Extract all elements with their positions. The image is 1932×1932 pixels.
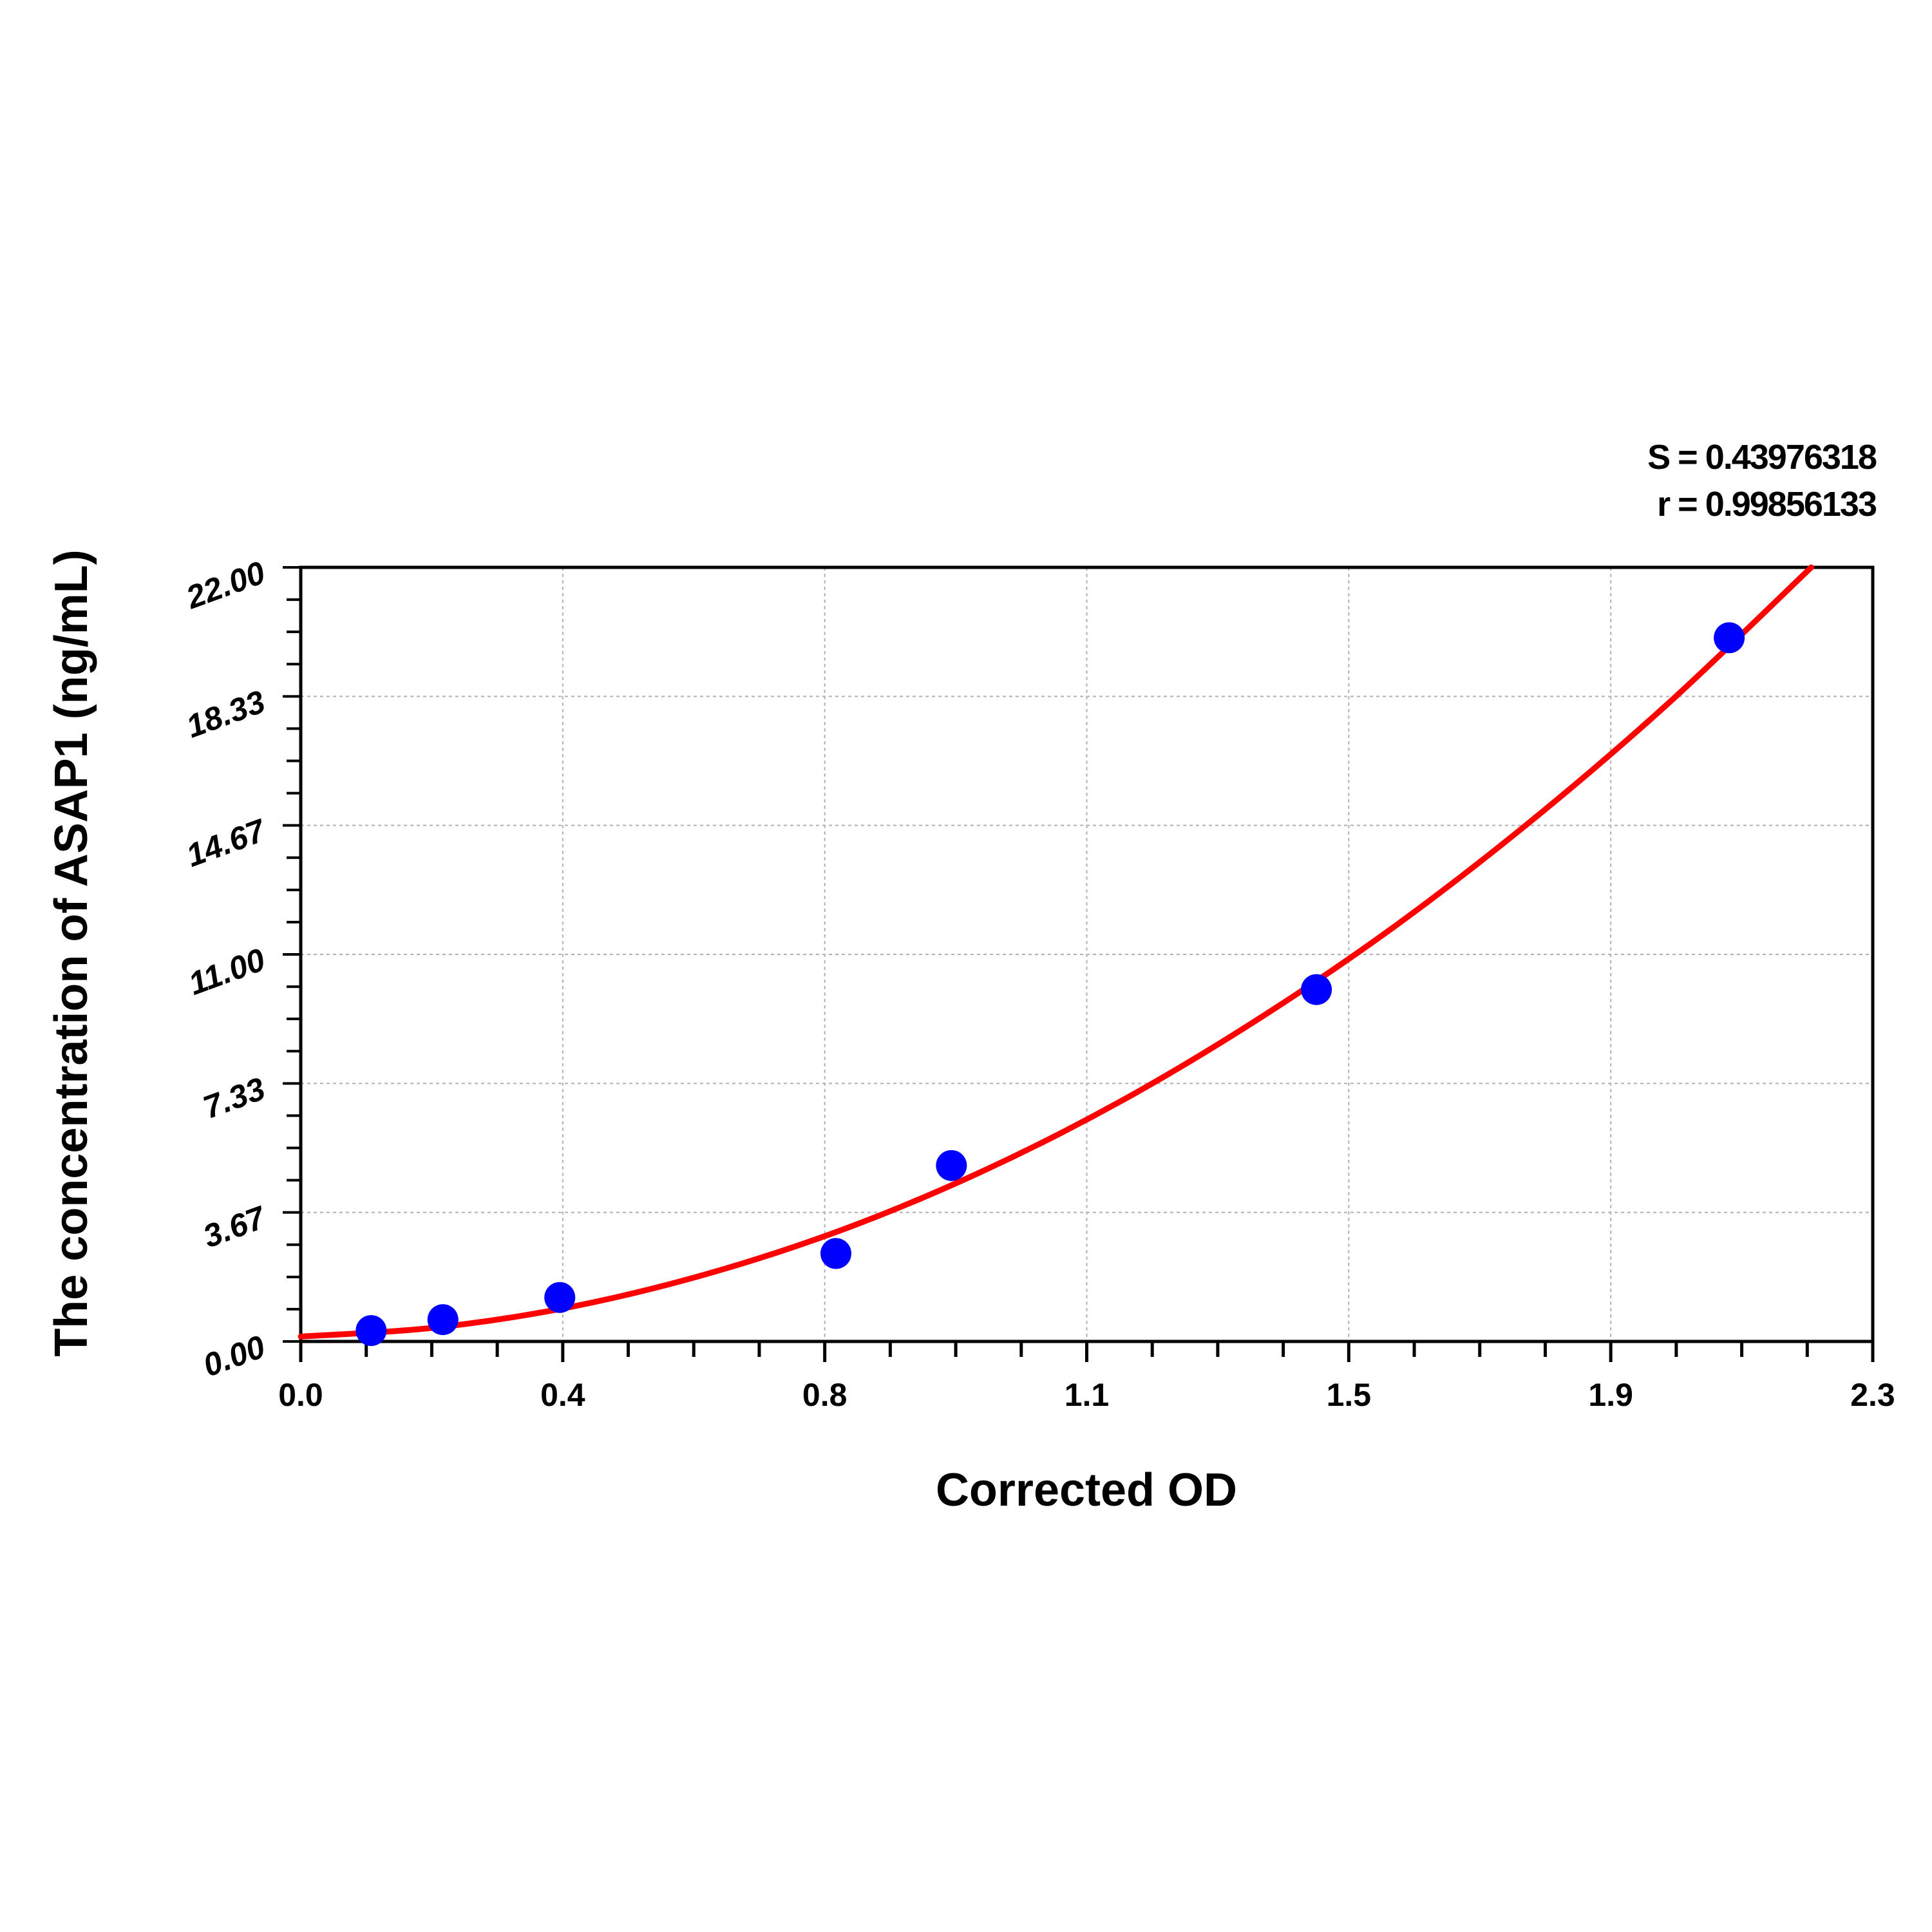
data-point (427, 1304, 459, 1336)
y-axis-title: The concentration of ASAP1 (ng/mL) (46, 549, 97, 1356)
data-point (544, 1282, 576, 1313)
data-point (1301, 974, 1332, 1005)
x-axis-title: Corrected OD (936, 1464, 1237, 1516)
x-tick-label: 2.3 (1850, 1377, 1895, 1413)
data-point (820, 1238, 852, 1269)
x-tick-label: 1.9 (1588, 1377, 1633, 1413)
x-tick-label: 0.4 (540, 1377, 585, 1413)
data-point (936, 1150, 967, 1181)
stat-r: r = 0.99856133 (1657, 485, 1877, 524)
x-tick-label: 0.8 (802, 1377, 848, 1413)
grid (301, 567, 1873, 1341)
data-points (355, 622, 1745, 1347)
fit-curve-line (298, 564, 1814, 1340)
data-point (355, 1315, 387, 1347)
x-tick-label: 1.5 (1327, 1377, 1372, 1413)
data-point (1714, 622, 1745, 654)
fit-curve (298, 564, 1814, 1340)
x-tick-label: 1.1 (1065, 1377, 1110, 1413)
x-tick-label: 0.0 (278, 1377, 323, 1413)
stat-s: S = 0.43976318 (1647, 438, 1877, 477)
axes (283, 565, 1875, 1362)
